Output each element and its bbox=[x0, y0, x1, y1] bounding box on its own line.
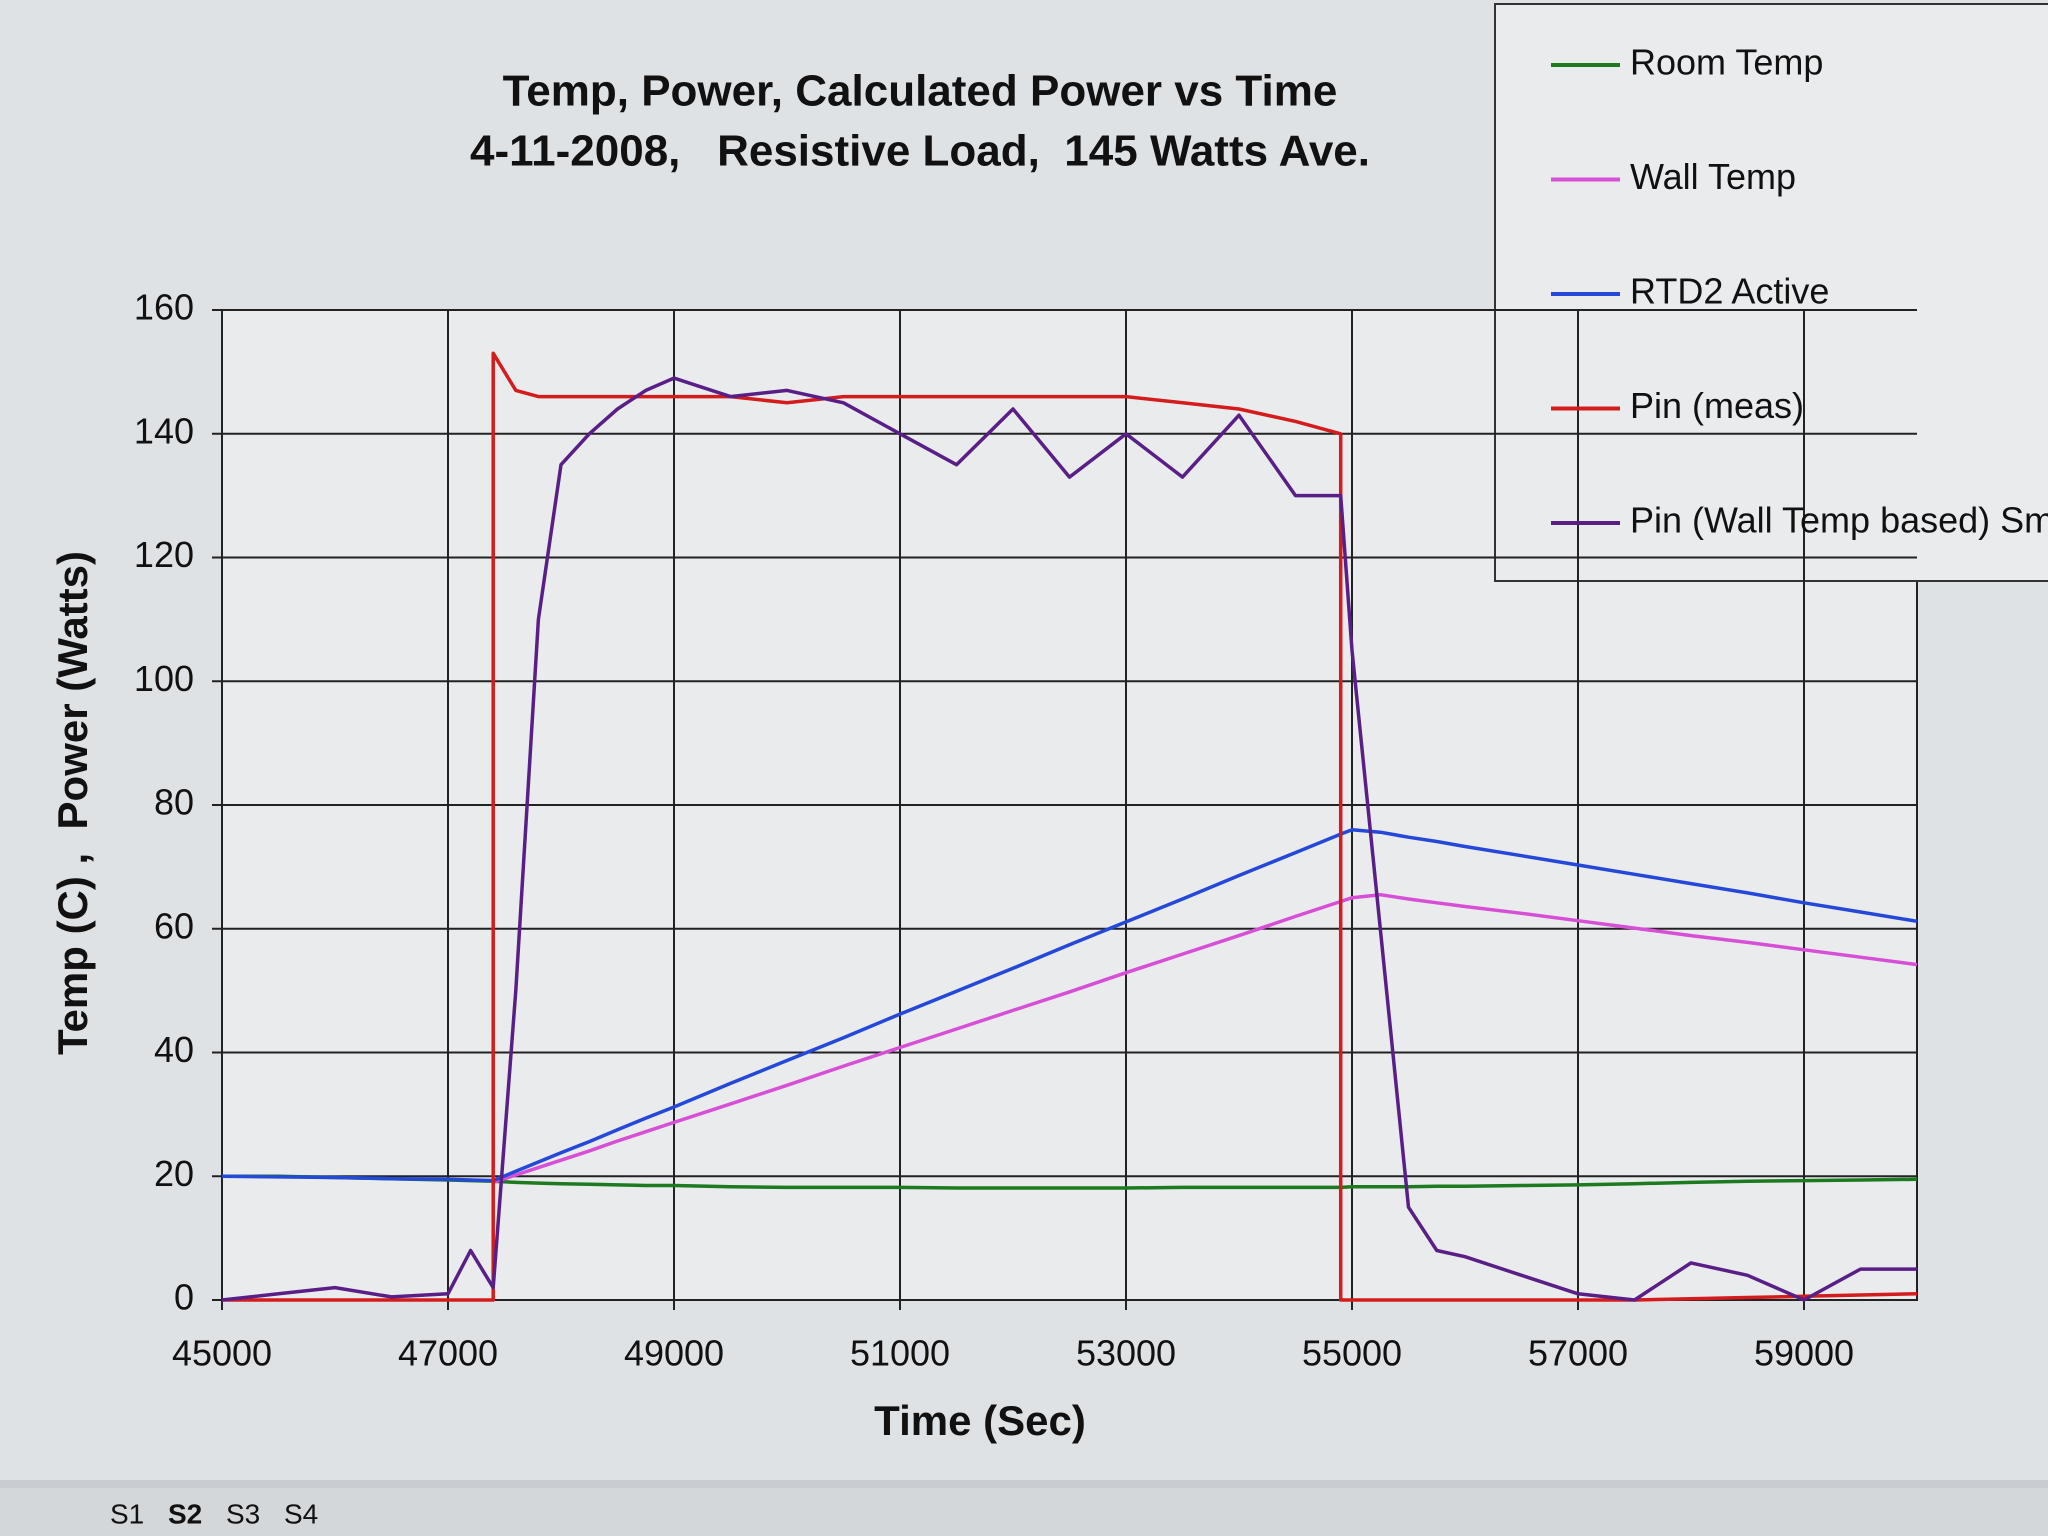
y-tick-label: 20 bbox=[154, 1153, 194, 1194]
legend-label: RTD2 Active bbox=[1630, 271, 1829, 312]
legend-label: Room Temp bbox=[1630, 42, 1823, 83]
y-tick-label: 120 bbox=[134, 534, 194, 575]
y-axis-label: Temp (C) , Power (Watts) bbox=[49, 551, 96, 1055]
y-tick-label: 160 bbox=[134, 287, 194, 328]
y-tick-label: 60 bbox=[154, 905, 194, 946]
y-tick-label: 100 bbox=[134, 658, 194, 699]
x-tick-label: 49000 bbox=[624, 1333, 724, 1374]
x-tick-label: 59000 bbox=[1754, 1333, 1854, 1374]
sheet-tab[interactable]: S2 bbox=[168, 1498, 202, 1529]
x-tick-label: 51000 bbox=[850, 1333, 950, 1374]
x-axis-label: Time (Sec) bbox=[874, 1397, 1086, 1444]
sheet-tab-bar bbox=[0, 1488, 2048, 1536]
sheet-tab[interactable]: S4 bbox=[284, 1498, 318, 1529]
sheet-tab[interactable]: S3 bbox=[226, 1498, 260, 1529]
y-tick-label: 40 bbox=[154, 1029, 194, 1070]
y-tick-label: 80 bbox=[154, 782, 194, 823]
legend-label: Pin (meas) bbox=[1630, 385, 1804, 426]
y-tick-label: 140 bbox=[134, 410, 194, 451]
series-line bbox=[222, 351, 1918, 1302]
x-tick-label: 57000 bbox=[1528, 1333, 1628, 1374]
x-tick-label: 47000 bbox=[398, 1333, 498, 1374]
chart-subtitle: 4-11-2008, Resistive Load, 145 Watts Ave… bbox=[470, 127, 1370, 176]
x-tick-label: 53000 bbox=[1076, 1333, 1176, 1374]
series-line bbox=[492, 892, 1918, 1185]
x-tick-label: 45000 bbox=[172, 1333, 272, 1374]
legend-label: Wall Temp bbox=[1630, 156, 1796, 197]
legend-label: Pin (Wall Temp based) Smt bbox=[1630, 500, 2048, 541]
sheet-tab[interactable]: S1 bbox=[110, 1498, 144, 1529]
x-tick-label: 55000 bbox=[1302, 1333, 1402, 1374]
sheet-tabs: S1 S2 S3 S4 bbox=[110, 1498, 318, 1529]
series-line bbox=[221, 376, 1917, 1302]
y-tick-label: 0 bbox=[174, 1277, 194, 1318]
chart-title: Temp, Power, Calculated Power vs Time bbox=[503, 67, 1338, 116]
